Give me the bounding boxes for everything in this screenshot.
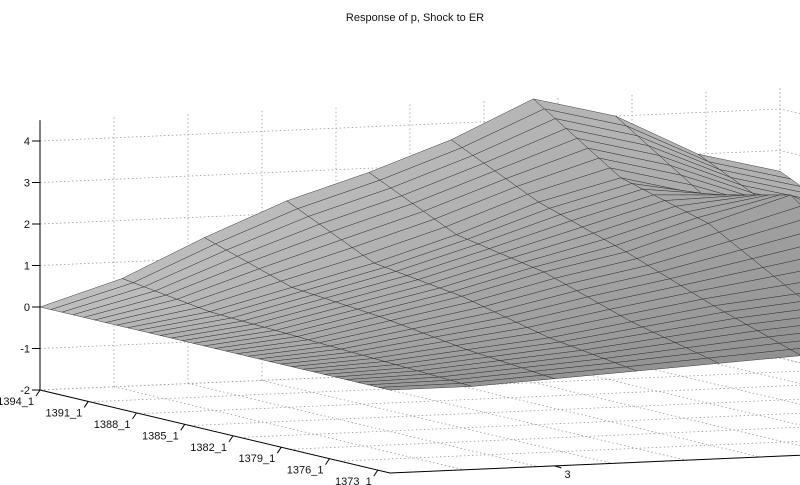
floor-gridline <box>189 398 800 426</box>
z-tick-label: -1 <box>20 344 30 356</box>
y-tick-label: 3 <box>564 469 570 481</box>
floor-gridline <box>483 370 800 447</box>
z-tick-label: 4 <box>24 136 30 148</box>
z-gridline <box>39 150 800 183</box>
x-tick <box>180 424 186 431</box>
chart-title: Response of p, Shock to ER <box>346 12 484 24</box>
x-tick <box>373 469 379 477</box>
x-tick <box>325 458 330 465</box>
z-tick-label: 2 <box>24 219 30 231</box>
floor-gridline <box>261 380 613 464</box>
floor-gridline <box>113 386 465 471</box>
floor-gridline <box>89 370 800 403</box>
x-tick <box>132 412 137 420</box>
x-tick <box>83 401 89 408</box>
floor-gridline <box>239 412 800 438</box>
x-tick-label: 1391_1 <box>46 407 83 419</box>
x-tick <box>276 446 282 454</box>
x-tick-label: 1376_1 <box>287 465 324 477</box>
floor-gridline <box>339 440 800 462</box>
surface-mesh <box>39 98 800 391</box>
x-tick-label: 1394_1 <box>0 396 34 408</box>
x-tick-label: 1388_1 <box>94 419 131 431</box>
floor-gridline <box>705 360 800 384</box>
x-tick-label: 1385_1 <box>142 430 179 442</box>
x-tick-label: 1373_1 <box>335 476 372 485</box>
floor-gridline <box>289 426 800 450</box>
axis-ticks: -2 -1 0 1 2 3 4 1394_1 1391_1 1388_1 1385_1 1382_1 1… <box>0 120 800 485</box>
z-tick-label: -2 <box>20 385 30 397</box>
axis-edge <box>39 389 800 474</box>
floor-gridline <box>631 364 800 405</box>
z-tick-label: 1 <box>24 261 30 273</box>
surface-cell <box>379 383 473 391</box>
z-tick-label: 3 <box>24 178 30 190</box>
x-tick-label: 1379_1 <box>239 453 276 465</box>
z-tick-label: 0 <box>24 302 30 314</box>
x-tick <box>228 435 234 443</box>
floor-gridline <box>139 384 800 415</box>
x-tick-label: 1382_1 <box>190 442 227 454</box>
x-tick <box>35 389 41 397</box>
floor-gridline <box>389 454 800 474</box>
